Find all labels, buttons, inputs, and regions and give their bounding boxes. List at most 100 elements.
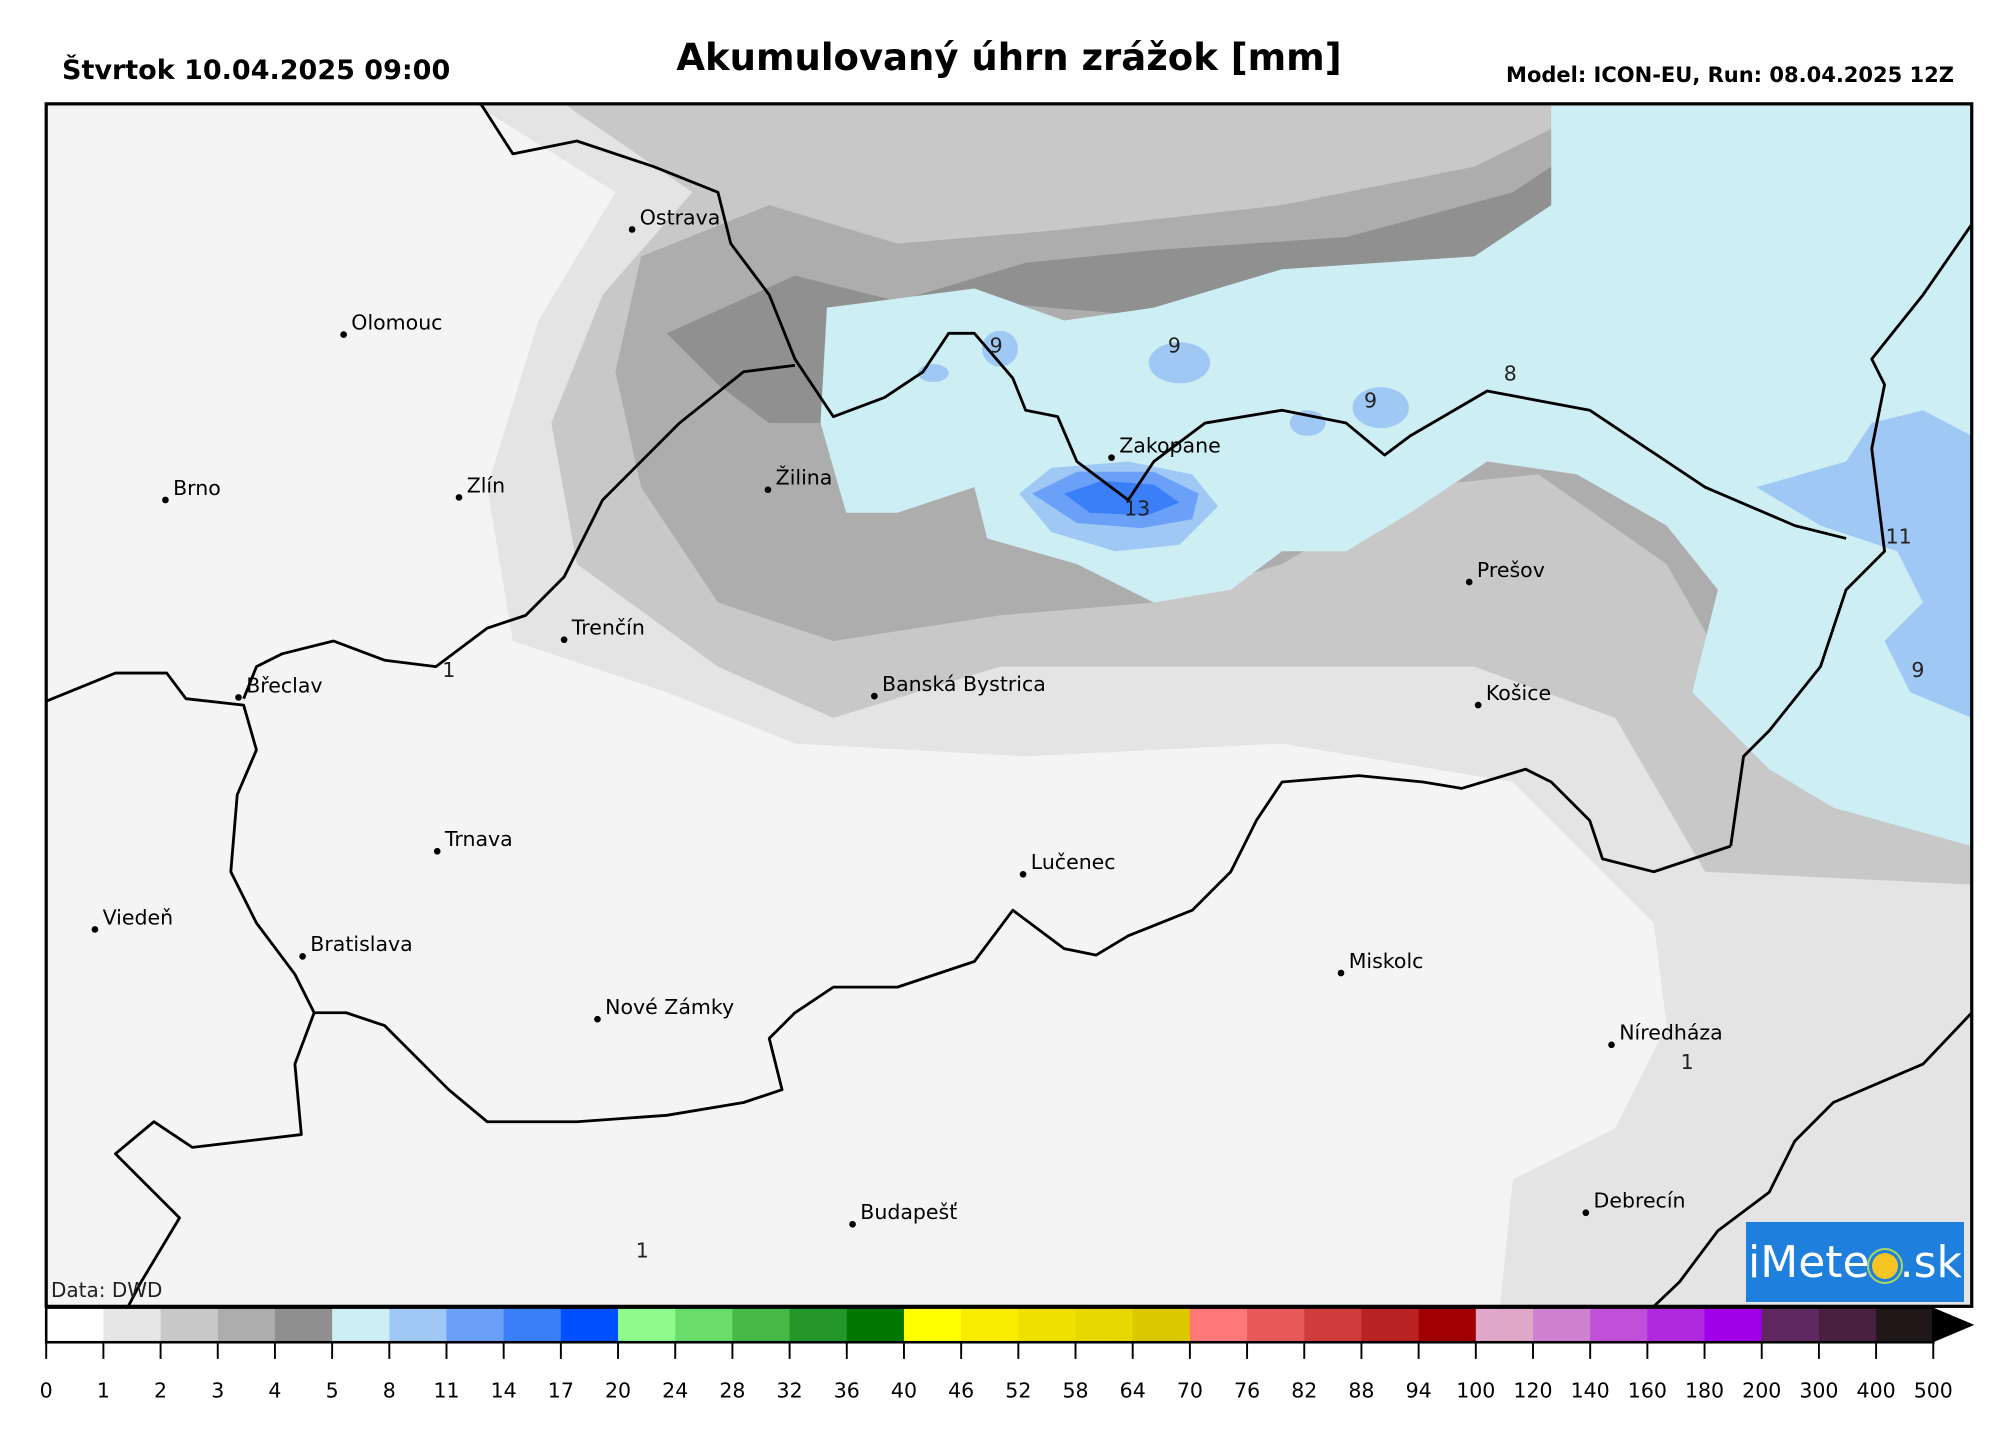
colorbar-tick-label: 500 [1914, 1378, 1953, 1402]
city-label: Prešov [1477, 558, 1545, 582]
colorbar-tick-label: 400 [1857, 1378, 1896, 1402]
city-label: Brno [173, 476, 221, 500]
city-marker: Břeclav [235, 673, 323, 701]
logo-text-suffix: .sk [1899, 1236, 1962, 1288]
precip-area-5mm [820, 103, 1972, 847]
colorbar-tick-label: 180 [1685, 1378, 1724, 1402]
colorbar-tick-label: 88 [1348, 1378, 1374, 1402]
city-dot [91, 926, 99, 933]
city-dot [628, 226, 636, 233]
precip-area-8mm-east [1756, 410, 1972, 718]
colorbar: 0 1 2 3 4 5 8 11 14 17 20 24 28 32 36 40 46 52 58 64 70 76 82 8… [40, 1306, 1975, 1402]
colorbar-segment [846, 1307, 905, 1343]
colorbar-tick-label: 20 [605, 1378, 631, 1402]
data-source: Data: DWD [51, 1278, 163, 1302]
colorbar-segment [961, 1307, 1019, 1343]
colorbar-tick-label: 58 [1062, 1378, 1088, 1402]
city-marker: Brno [162, 476, 221, 504]
colorbar-tick-label: 64 [1120, 1378, 1146, 1402]
sun-icon [1871, 1253, 1898, 1279]
colorbar-segment [1761, 1307, 1820, 1343]
precip-area-8mm [982, 330, 1018, 367]
colorbar-tick-label: 17 [548, 1378, 574, 1402]
precip-area-8mm [1352, 387, 1409, 429]
city-dot [594, 1015, 601, 1023]
city-marker: Banská Bystrica [871, 672, 1046, 700]
city-dot [1019, 870, 1027, 878]
colorbar-tick-label: 24 [662, 1378, 688, 1402]
logo-text: iMete [1748, 1236, 1870, 1288]
colorbar-tick-label: 120 [1513, 1378, 1552, 1402]
colorbar-segment [1532, 1307, 1591, 1343]
city-label: Banská Bystrica [882, 672, 1046, 696]
colorbar-segment [1704, 1307, 1763, 1343]
colorbar-segment [1590, 1307, 1649, 1343]
colorbar-extend-arrow [1933, 1307, 1975, 1343]
city-label: Zakopane [1119, 434, 1220, 458]
city-label: Budapešť [860, 1200, 957, 1224]
colorbar-segment [903, 1307, 962, 1343]
colorbar-segment [618, 1307, 676, 1343]
city-dot [235, 694, 242, 701]
city-marker: Nové Zámky [594, 995, 734, 1023]
city-label: Nové Zámky [605, 995, 734, 1019]
colorbar-tick-label: 4 [268, 1378, 281, 1402]
city-marker: Žilina [764, 465, 832, 494]
city-label: Břeclav [246, 673, 322, 697]
city-marker: Prešov [1465, 558, 1545, 586]
city-label: Debrecín [1594, 1189, 1686, 1213]
city-dot [1108, 454, 1115, 462]
colorbar-segment [1189, 1307, 1248, 1343]
colorbar-segment [446, 1307, 505, 1343]
colorbar-tick-label: 94 [1406, 1378, 1432, 1402]
colorbar-tick-label: 8 [383, 1378, 396, 1402]
contour-label: 1 [442, 658, 455, 682]
city-marker: Miskolc [1337, 949, 1424, 977]
contour-label: 13 [1124, 496, 1150, 520]
contour-label: 9 [1168, 334, 1181, 358]
city-marker: Olomouc [340, 310, 442, 338]
colorbar-tick-label: 160 [1628, 1378, 1667, 1402]
contour-label: 9 [990, 334, 1003, 358]
city-marker: Debrecín [1582, 1189, 1686, 1217]
colorbar-tick-label: 82 [1291, 1378, 1317, 1402]
colorbar-segment [217, 1307, 276, 1343]
colorbar-segment [274, 1307, 333, 1343]
colorbar-segment [389, 1307, 448, 1343]
contour-label: 1 [1681, 1050, 1694, 1074]
colorbar-tick-label: 52 [1005, 1378, 1031, 1402]
colorbar-tick-label: 14 [491, 1378, 517, 1402]
colorbar-segment [1818, 1307, 1877, 1343]
colorbar-tick-label: 36 [834, 1378, 860, 1402]
colorbar-tick-label: 140 [1571, 1378, 1610, 1402]
city-dot [1465, 578, 1473, 586]
city-label: Níredháza [1619, 1021, 1723, 1045]
city-marker: Ostrava [628, 205, 721, 233]
country-borders [46, 103, 1972, 1307]
city-dot [455, 494, 463, 501]
colorbar-tick-label: 300 [1799, 1378, 1838, 1402]
city-label: Miskolc [1349, 949, 1424, 973]
city-label: Bratislava [310, 932, 412, 956]
city-label: Viedeň [103, 905, 173, 929]
colorbar-segment [1075, 1307, 1134, 1343]
city-dot [1474, 701, 1482, 709]
city-marker: Budapešť [849, 1200, 957, 1228]
precip-area-14mm [1064, 480, 1180, 516]
city-dot [764, 486, 772, 494]
contour-label: 9 [1911, 658, 1924, 682]
precip-area-1mm-south [1499, 897, 1972, 1307]
precip-area-8mm [1148, 342, 1211, 384]
colorbar-outline [44, 1306, 1935, 1344]
city-dot [849, 1220, 856, 1228]
colorbar-segment [160, 1307, 219, 1343]
city-marker: Níredháza [1608, 1021, 1723, 1049]
city-label: Ostrava [640, 205, 721, 229]
colorbar-tick-label: 11 [433, 1378, 459, 1402]
city-label: Košice [1486, 681, 1551, 705]
city-dot [1582, 1209, 1590, 1217]
colorbar-tick-label: 100 [1456, 1378, 1495, 1402]
city-marker: Trenčín [560, 616, 645, 644]
contour-label: 11 [1886, 525, 1912, 549]
colorbar-segment [1647, 1307, 1706, 1343]
